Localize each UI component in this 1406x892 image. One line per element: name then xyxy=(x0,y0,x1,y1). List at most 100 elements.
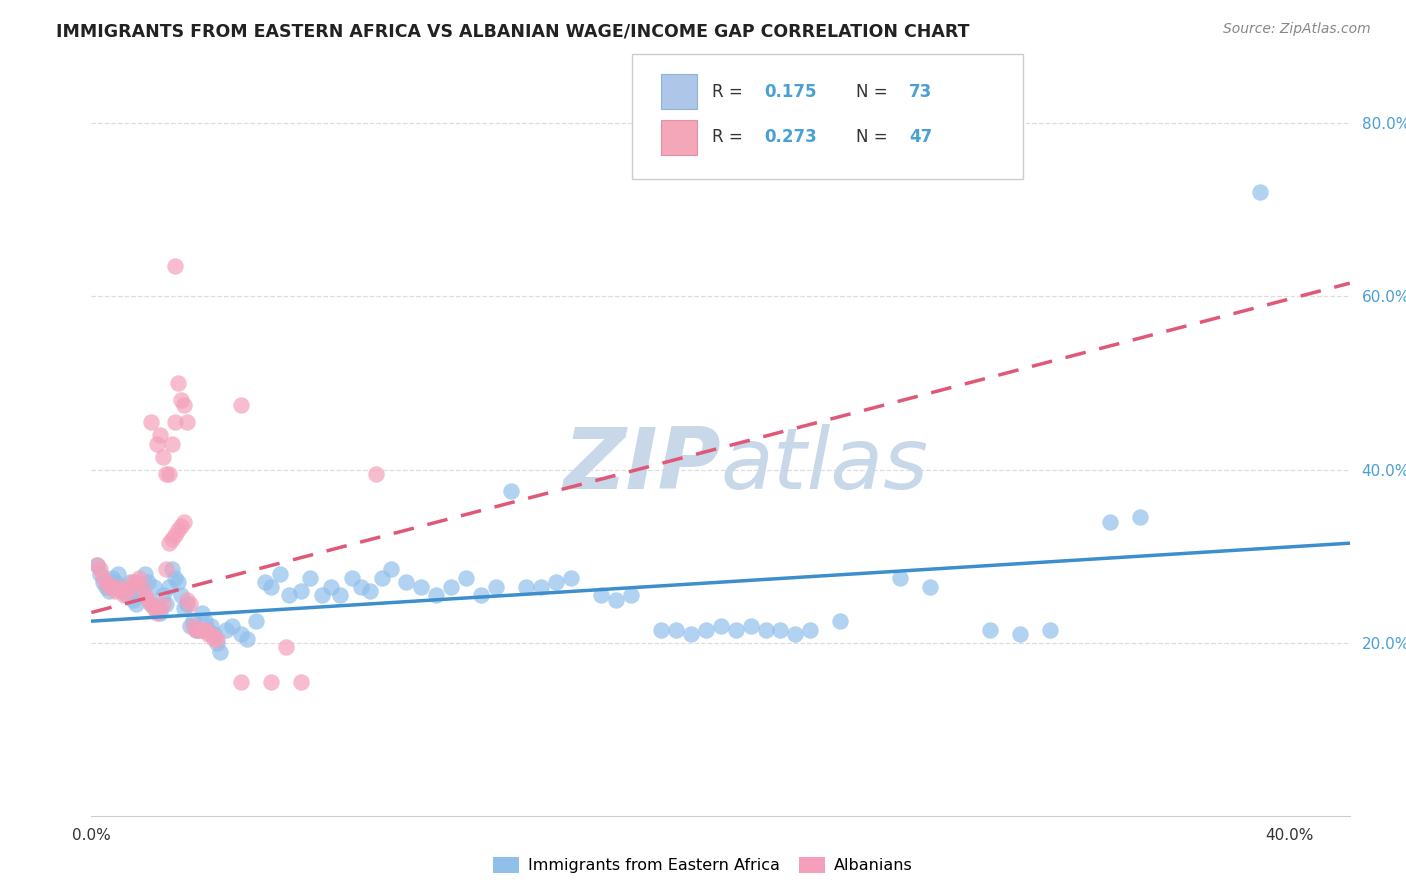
Point xyxy=(93,575,115,590)
Point xyxy=(104,575,127,590)
Point xyxy=(215,623,238,637)
Point xyxy=(165,527,187,541)
Text: N =: N = xyxy=(856,83,893,101)
Point xyxy=(152,588,174,602)
Point xyxy=(665,623,688,637)
Point xyxy=(112,583,135,598)
Point xyxy=(120,580,142,594)
Point xyxy=(128,580,150,594)
Point xyxy=(470,588,492,602)
Point xyxy=(197,627,219,641)
Point xyxy=(179,597,201,611)
Text: 0.273: 0.273 xyxy=(765,128,817,146)
Point xyxy=(299,571,322,585)
Point xyxy=(86,558,108,572)
Point xyxy=(380,562,402,576)
Bar xyxy=(661,75,696,109)
Point xyxy=(231,674,253,689)
Point xyxy=(1039,623,1062,637)
Point xyxy=(165,571,187,585)
Point xyxy=(425,588,447,602)
Point xyxy=(560,571,582,585)
Point xyxy=(120,575,142,590)
Point xyxy=(117,583,139,598)
Point xyxy=(170,519,193,533)
Point xyxy=(143,601,166,615)
Point xyxy=(176,415,198,429)
Text: 73: 73 xyxy=(910,83,932,101)
Point xyxy=(1129,510,1152,524)
Text: IMMIGRANTS FROM EASTERN AFRICA VS ALBANIAN WAGE/INCOME GAP CORRELATION CHART: IMMIGRANTS FROM EASTERN AFRICA VS ALBANI… xyxy=(56,22,970,40)
Point xyxy=(117,588,139,602)
Point xyxy=(136,592,159,607)
Point xyxy=(260,580,283,594)
Point xyxy=(276,640,298,655)
Point xyxy=(162,436,184,450)
Point xyxy=(167,523,190,537)
Point xyxy=(329,588,352,602)
Point xyxy=(202,627,225,641)
Point xyxy=(188,623,211,637)
Point xyxy=(530,580,553,594)
Point xyxy=(1099,515,1122,529)
Point xyxy=(290,674,312,689)
Text: ZIP: ZIP xyxy=(562,424,720,507)
Point xyxy=(340,571,363,585)
Point xyxy=(157,467,180,481)
Point xyxy=(979,623,1001,637)
Point xyxy=(371,571,394,585)
Point xyxy=(188,623,211,637)
Point xyxy=(122,592,145,607)
Point xyxy=(485,580,508,594)
Point xyxy=(709,618,731,632)
Point xyxy=(165,259,187,273)
Point xyxy=(96,575,118,590)
Point xyxy=(141,415,163,429)
Point xyxy=(515,580,537,594)
Point xyxy=(679,627,702,641)
Point xyxy=(143,580,166,594)
Point xyxy=(260,674,283,689)
Point xyxy=(1249,185,1271,199)
Point xyxy=(125,575,148,590)
Point xyxy=(149,606,172,620)
Point xyxy=(364,467,387,481)
Point xyxy=(350,580,373,594)
Point xyxy=(799,623,821,637)
Point xyxy=(170,588,193,602)
Point xyxy=(86,558,108,572)
Point xyxy=(155,562,177,576)
Point xyxy=(186,623,208,637)
Point xyxy=(107,580,129,594)
Point xyxy=(319,580,342,594)
Point xyxy=(889,571,911,585)
Point xyxy=(191,623,214,637)
Point xyxy=(769,623,792,637)
Point xyxy=(186,623,208,637)
Text: 47: 47 xyxy=(910,128,932,146)
Point xyxy=(93,571,115,585)
Point xyxy=(152,597,174,611)
Point xyxy=(134,566,156,581)
Point xyxy=(170,393,193,408)
Point xyxy=(205,636,228,650)
Point xyxy=(107,566,129,581)
Point xyxy=(104,583,127,598)
Point xyxy=(209,644,232,658)
Point xyxy=(231,397,253,411)
Point xyxy=(98,583,121,598)
Point xyxy=(149,601,172,615)
Point xyxy=(110,580,132,594)
Point xyxy=(191,606,214,620)
Point xyxy=(278,588,301,602)
Point xyxy=(499,484,522,499)
Point xyxy=(724,623,747,637)
Point xyxy=(165,415,187,429)
Point xyxy=(454,571,477,585)
Point xyxy=(101,580,124,594)
Point xyxy=(176,592,198,607)
Point xyxy=(245,614,267,628)
Point xyxy=(131,583,153,598)
Point xyxy=(167,376,190,390)
Bar xyxy=(661,120,696,154)
